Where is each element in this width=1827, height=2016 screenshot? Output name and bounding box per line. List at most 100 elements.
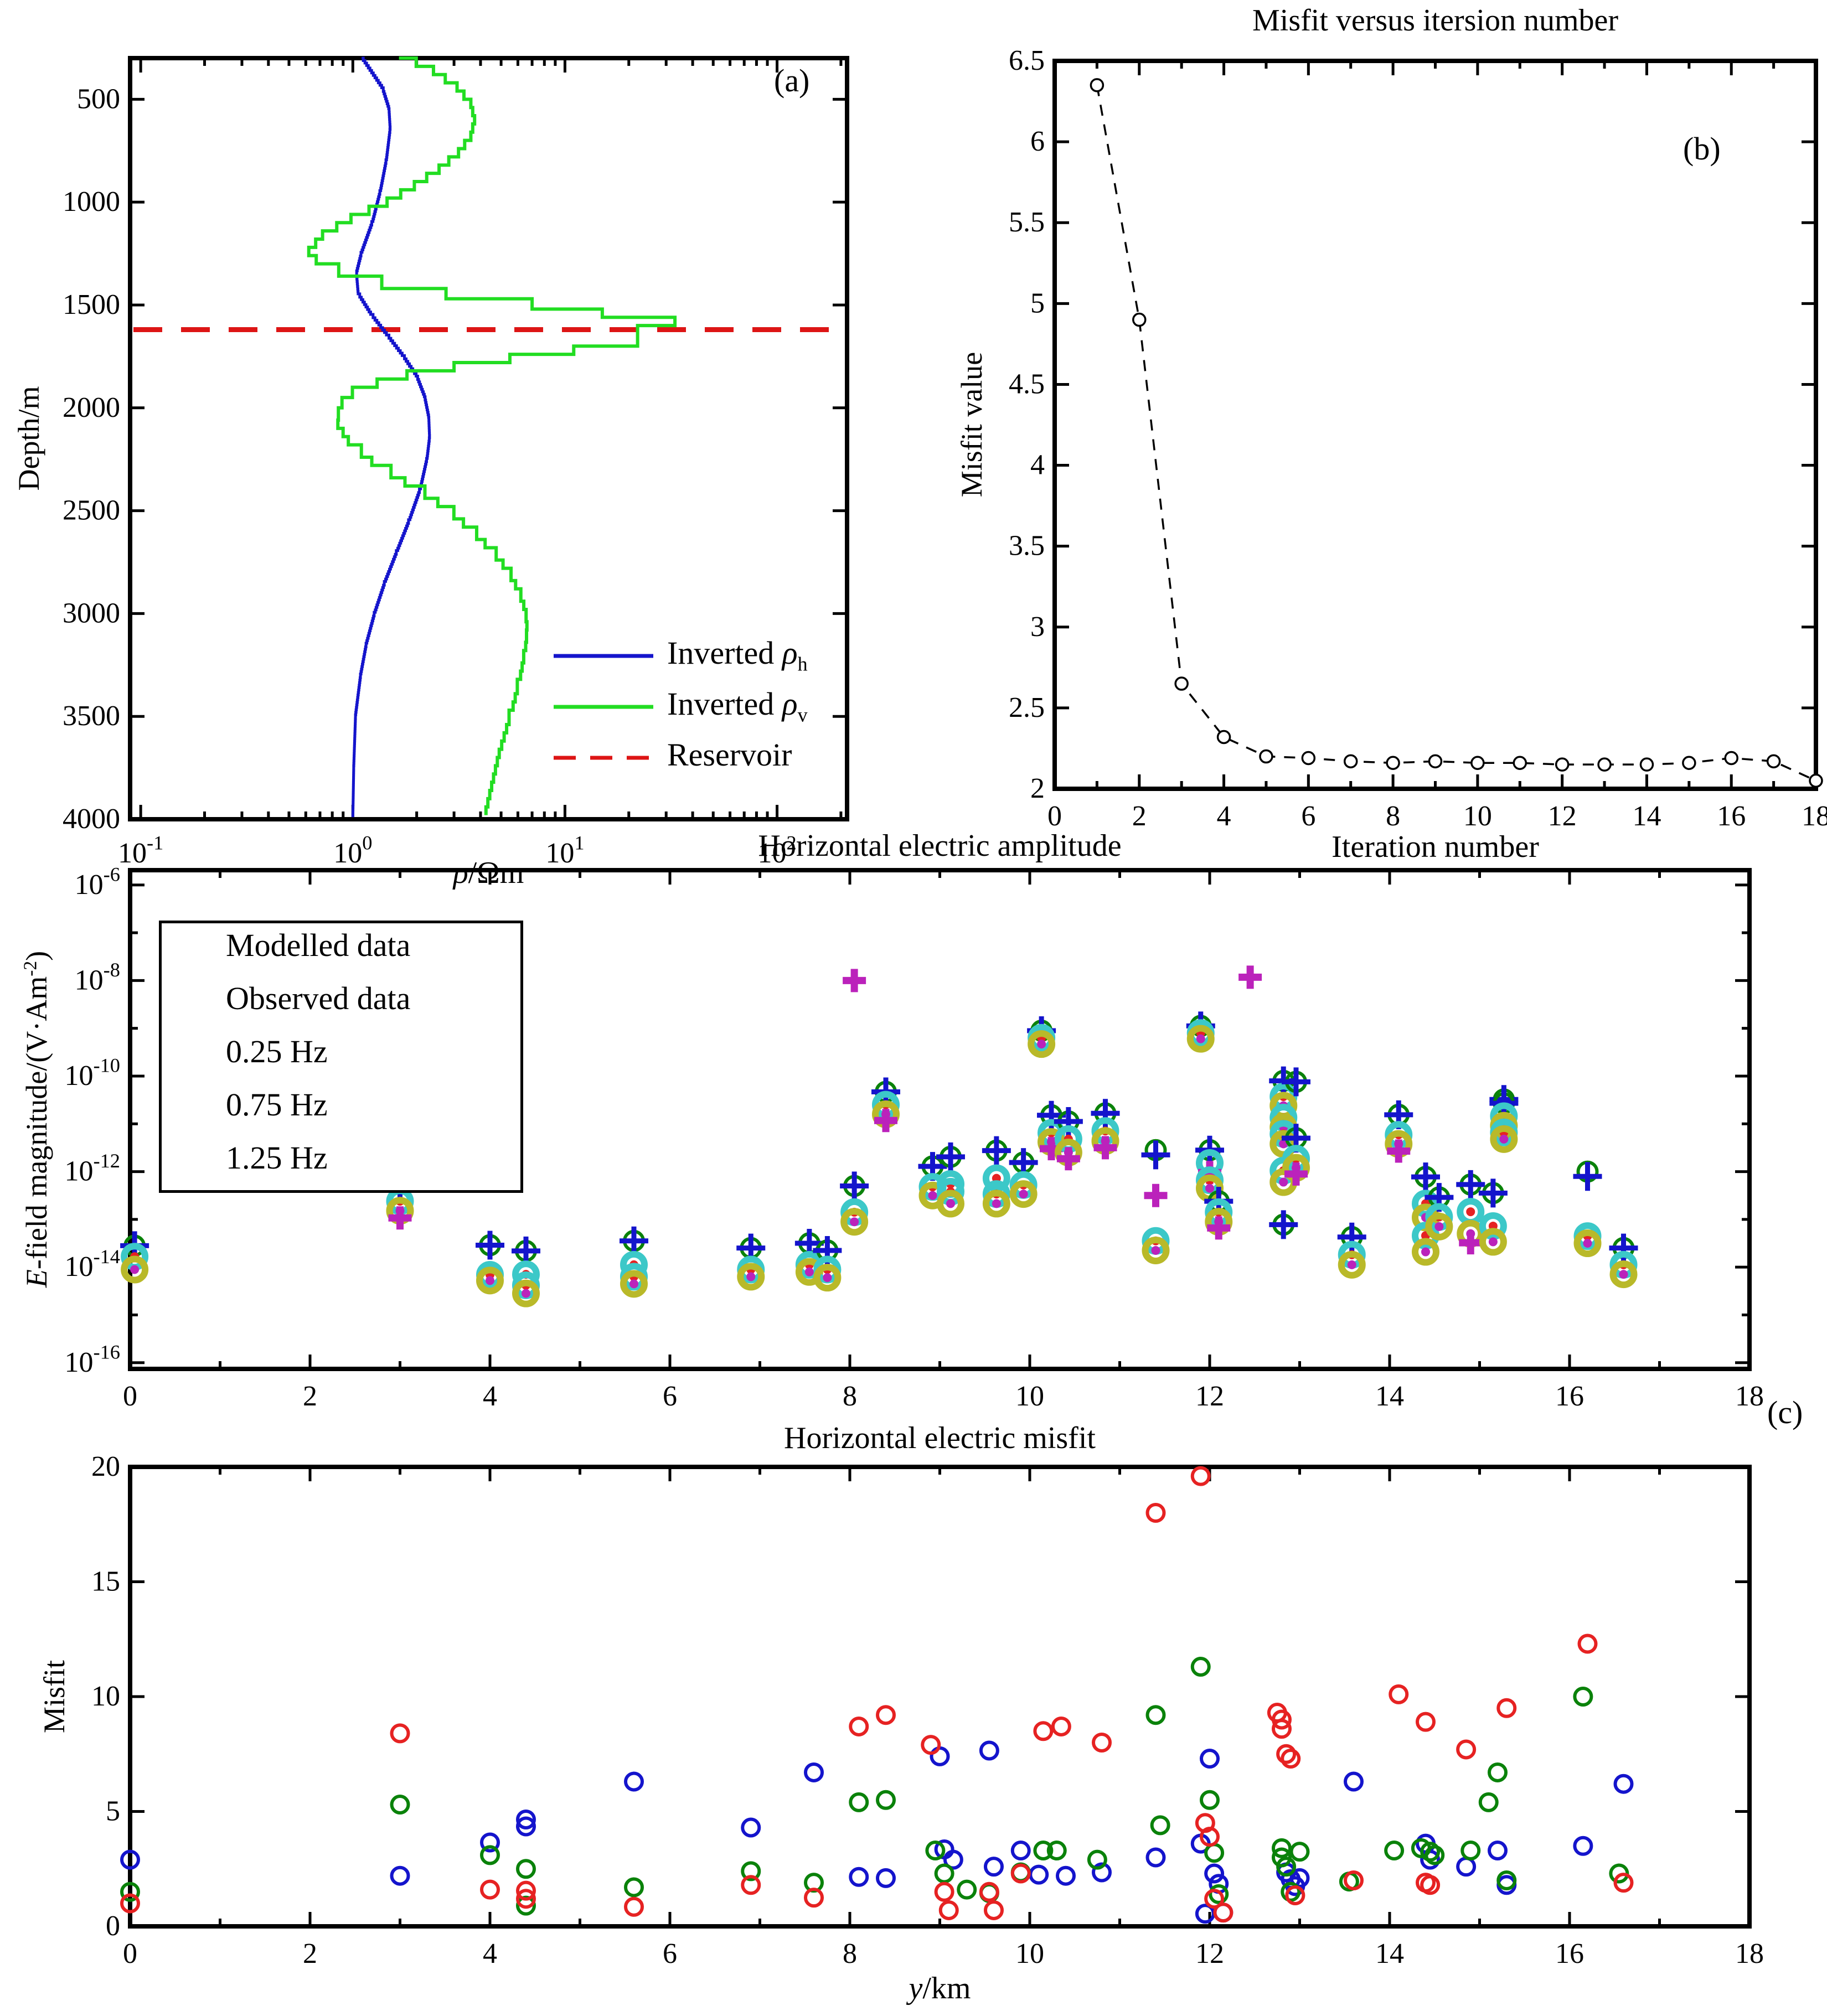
magenta-dot-marker: [1347, 1260, 1356, 1269]
cyan-ring-marker: [1479, 1212, 1507, 1240]
tick-label: 6: [1301, 800, 1315, 832]
misfit-point-075: [516, 1895, 536, 1916]
tick-label: 102: [757, 832, 796, 869]
misfit-point-125: [1496, 1698, 1517, 1718]
misfit-point-125: [1420, 1875, 1441, 1895]
misfit-point-125: [938, 1900, 959, 1920]
tick-label: 2: [1132, 800, 1147, 832]
magenta-plus-marker: [388, 1206, 412, 1230]
misfit-point-125: [516, 1880, 536, 1901]
misfit-point-125: [921, 1735, 941, 1755]
observed-plus-marker: [1282, 1067, 1310, 1097]
misfit-point-125: [979, 1881, 999, 1902]
legend-a-item-rho-h: Inverted ρh: [667, 635, 808, 675]
misfit-point-075: [390, 1795, 410, 1815]
misfit-point-075: [1150, 1815, 1170, 1836]
misfit-point-025: [1145, 1847, 1166, 1868]
misfit-point-025: [1029, 1864, 1049, 1885]
yellow-ring-marker: [1338, 1250, 1366, 1279]
magenta-dot-marker: [1583, 1239, 1592, 1248]
curve-inverted-rho-v: [307, 56, 677, 815]
misfit-point-075: [516, 1859, 536, 1879]
misfit-point-025: [876, 1868, 896, 1888]
misfit-iteration-point: [1639, 757, 1654, 772]
misfit-point-075: [1488, 1762, 1508, 1782]
panel-c1-ylabel: E-field magnitude/(V·Am-2): [20, 950, 53, 1288]
observed-plus-marker: [1478, 1178, 1508, 1208]
magenta-dot-marker: [1196, 1034, 1205, 1043]
magenta-dot-marker: [1151, 1245, 1160, 1255]
misfit-point-075: [1200, 1790, 1220, 1810]
legend-a-item-rho-v: Inverted ρv: [667, 686, 808, 726]
legend-c1-item-125hz: 1.25 Hz: [226, 1140, 328, 1176]
panel-c2-title: Horizontal electric misfit: [784, 1421, 1096, 1455]
misfit-point-075: [1573, 1687, 1593, 1707]
tick-label: 5: [1030, 287, 1045, 319]
curve-inverted-rho-v: [351, 56, 431, 818]
magenta-dot-marker: [823, 1273, 832, 1283]
misfit-point-025: [1289, 1868, 1310, 1888]
tick-label: 3500: [63, 700, 120, 732]
panel-c-letter: (c): [1767, 1394, 1803, 1430]
tick-label: 14: [1375, 1381, 1404, 1412]
magenta-dot-marker: [1279, 1177, 1288, 1187]
tick-label: 5: [106, 1796, 120, 1827]
axes-box: [128, 56, 849, 821]
tick-label: 6: [663, 1938, 677, 1970]
misfit-point-075: [1420, 1842, 1441, 1862]
yellow-ring-marker: [937, 1190, 964, 1218]
misfit-point-125: [1285, 1885, 1305, 1905]
magenta-dot-marker: [746, 1272, 756, 1281]
tick-label: 10: [1015, 1938, 1044, 1970]
legend-c1-item-075hz: 0.75 Hz: [226, 1087, 328, 1123]
panel-c1: 0 2 4 6 8 10 12 14 16 18 10-6 10-8 10-10 10-12 10-14 10…: [64, 863, 1764, 1412]
tick-label: 3: [1030, 611, 1045, 643]
tick-label: 0: [123, 1938, 137, 1970]
legend-c1-box: [159, 921, 523, 1193]
observed-plus-marker: [476, 1231, 504, 1260]
misfit-point-125: [934, 1881, 954, 1902]
tick-label: 1500: [63, 289, 120, 321]
tick-label: 3000: [63, 597, 120, 629]
panel-b-letter: (b): [1683, 131, 1721, 167]
tick-label: 16: [1555, 1381, 1584, 1412]
tick-label: 8: [1386, 800, 1400, 832]
misfit-point-075: [1272, 1838, 1292, 1858]
misfit-point-075: [480, 1845, 500, 1865]
misfit-point-025: [943, 1849, 963, 1870]
observed-plus-marker: [1573, 1162, 1602, 1191]
misfit-point-075: [1425, 1845, 1445, 1865]
misfit-iteration-point: [1386, 756, 1400, 770]
tick-label: 12: [1195, 1938, 1224, 1970]
panel-a-ylabel: Depth/m: [12, 386, 45, 491]
yellow-ring-marker: [1609, 1260, 1638, 1289]
yellow-ring-marker: [1573, 1229, 1602, 1258]
misfit-point-025: [1344, 1771, 1364, 1792]
yellow-ring-marker: [1412, 1238, 1439, 1266]
tick-label: 8: [843, 1938, 857, 1970]
misfit-point-025: [1200, 1749, 1220, 1769]
observed-plus-marker: [840, 1171, 869, 1201]
observed-plus-marker: [1269, 1210, 1298, 1239]
misfit-point-075: [1478, 1792, 1499, 1812]
misfit-point-025: [480, 1832, 500, 1853]
misfit-point-075: [1046, 1841, 1067, 1861]
misfit-point-125: [1145, 1503, 1166, 1523]
cyan-ring-marker: [982, 1164, 1010, 1192]
panel-a-xlabel: ρ/Ωm: [453, 856, 524, 890]
yellow-ring-marker: [813, 1264, 842, 1292]
legend-a-item-reservoir: Reservoir: [667, 737, 792, 773]
panel-b-xlabel: Iteration number: [1331, 830, 1539, 864]
misfit-point-125: [849, 1716, 869, 1736]
panel-a-letter: (a): [774, 63, 810, 99]
misfit-point-075: [1204, 1843, 1225, 1863]
misfit-point-075: [120, 1881, 140, 1902]
axes-box: [1052, 59, 1818, 791]
legend-c1-item-025hz: 0.25 Hz: [226, 1033, 328, 1069]
tick-label: 2: [1030, 773, 1045, 804]
magenta-dot-marker: [850, 1217, 859, 1227]
tick-label: 5.5: [1009, 206, 1045, 238]
tick-label: 2: [303, 1381, 317, 1412]
tick-label: 4000: [63, 803, 120, 835]
